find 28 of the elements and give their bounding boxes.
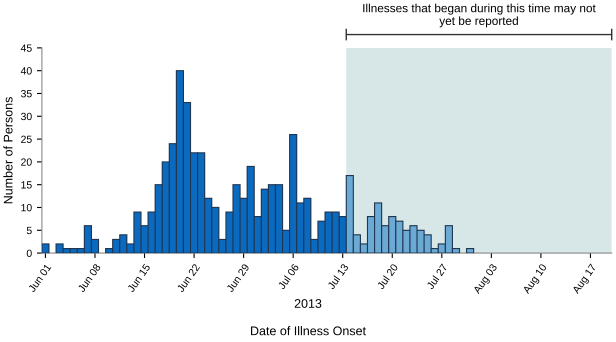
y-tick-label: 5 [26, 226, 32, 234]
x-tick-label: Jul 20 [376, 263, 398, 290]
y-tick-label: 45 [20, 44, 32, 52]
x-axis-title: Date of Illness Onset [251, 326, 366, 336]
x-tick-label: Jul 06 [277, 263, 300, 290]
x-tick-label: Jun 08 [77, 263, 101, 293]
x-tick-label: Jun 15 [126, 263, 151, 293]
x-tick-label: Aug 10 [522, 263, 549, 296]
x-tick-label: Jun 29 [226, 263, 250, 293]
y-tick-label: 35 [20, 90, 32, 98]
x-tick-label: Jun 01 [28, 263, 52, 293]
y-tick-label: 0 [26, 250, 32, 257]
text: 2013 [294, 299, 322, 308]
y-tick-label: 20 [21, 158, 32, 166]
x-tick-label: Jun 22 [176, 263, 200, 293]
x-tick-label: Aug 17 [572, 263, 598, 296]
x-tick-label: Aug 03 [472, 263, 500, 296]
y-tick-label: 10 [21, 204, 32, 212]
x-tick-label: Jul 27 [426, 263, 448, 290]
y-axis-title: Number of Persons [3, 97, 13, 204]
x-tick-label: Jul 13 [326, 263, 349, 290]
band-label: Illnesses that began during this time may not yet be reported [363, 4, 596, 28]
y-tick-label: 25 [21, 136, 32, 143]
bar [466, 248, 474, 254]
bar [42, 243, 50, 254]
y-tick-label: 30 [20, 112, 32, 120]
y-tick-label: 15 [21, 181, 32, 189]
y-tick-label: 40 [20, 67, 32, 75]
